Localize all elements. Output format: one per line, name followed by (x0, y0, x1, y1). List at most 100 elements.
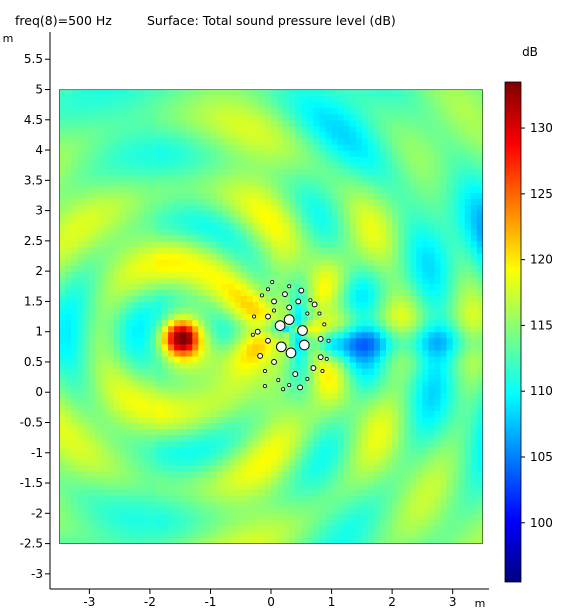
field-cell (204, 483, 212, 490)
field-cell (71, 307, 78, 315)
field-cell (386, 125, 393, 133)
field-cell (240, 234, 248, 242)
field-cell (289, 343, 296, 351)
field-cell (434, 422, 442, 430)
field-cell (440, 168, 448, 175)
field-cell (428, 150, 436, 157)
field-cell (264, 162, 272, 169)
field-cell (107, 295, 115, 303)
field-cell (331, 107, 339, 115)
field-cell (65, 325, 72, 333)
field-cell (392, 131, 399, 139)
field-cell (89, 519, 97, 527)
field-cell (361, 525, 369, 533)
field-cell (428, 428, 436, 436)
field-cell (246, 501, 254, 508)
field-cell (264, 489, 272, 496)
field-cell (252, 222, 260, 230)
field-cell (186, 198, 193, 206)
field-cell (168, 446, 175, 454)
field-cell (428, 295, 436, 303)
field-cell (307, 89, 314, 97)
field-cell (416, 392, 423, 399)
field-cell (192, 349, 199, 357)
field-cell (337, 319, 345, 327)
field-cell (65, 361, 72, 369)
field-cell (143, 507, 151, 514)
field-cell (95, 210, 103, 218)
field-cell (143, 252, 151, 260)
field-cell (216, 446, 224, 454)
field-cell (180, 113, 187, 121)
field-cell (343, 513, 351, 520)
field-cell (264, 374, 272, 381)
field-cell (174, 113, 181, 121)
field-cell (422, 259, 430, 266)
field-cell (149, 186, 157, 194)
field-cell (337, 398, 345, 405)
field-cell (428, 495, 436, 502)
field-cell (258, 156, 266, 163)
field-cell (434, 125, 442, 133)
field-cell (434, 380, 442, 387)
field-cell (180, 289, 187, 296)
field-cell (65, 440, 72, 448)
field-cell (337, 392, 345, 399)
field-cell (119, 489, 127, 496)
field-cell (307, 458, 314, 466)
field-cell (113, 259, 121, 266)
field-cell (210, 259, 218, 266)
field-cell (180, 519, 187, 527)
field-cell (149, 349, 157, 357)
field-cell (428, 101, 436, 109)
field-cell (313, 355, 321, 363)
field-cell (422, 337, 430, 345)
field-cell (373, 483, 381, 490)
field-cell (386, 470, 393, 478)
field-cell (192, 501, 199, 508)
field-cell (137, 446, 145, 454)
field-cell (162, 361, 169, 369)
field-cell (337, 174, 345, 181)
field-cell (289, 289, 296, 296)
field-cell (264, 186, 272, 194)
field-cell (137, 265, 145, 272)
field-cell (392, 392, 399, 399)
field-cell (367, 416, 375, 424)
field-cell (428, 398, 436, 405)
field-cell (210, 446, 218, 454)
field-cell (149, 107, 157, 115)
field-cell (319, 464, 327, 472)
field-cell (234, 452, 242, 460)
field-cell (264, 95, 272, 103)
field-cell (355, 519, 363, 527)
field-cell (246, 361, 254, 369)
field-cell (155, 125, 163, 133)
field-cell (131, 404, 139, 411)
field-cell (107, 392, 115, 399)
field-cell (216, 265, 224, 272)
field-cell (367, 452, 375, 460)
field-cell (271, 495, 278, 502)
field-cell (149, 234, 157, 242)
field-cell (155, 428, 163, 436)
field-cell (307, 483, 314, 490)
field-cell (65, 374, 72, 381)
field-cell (361, 283, 369, 290)
field-cell (416, 537, 423, 544)
field-cell (155, 398, 163, 405)
field-cell (149, 331, 157, 339)
field-cell (107, 271, 115, 278)
field-cell (149, 156, 157, 163)
field-cell (186, 271, 193, 278)
field-cell (65, 434, 72, 442)
field-cell (295, 180, 302, 187)
field-cell (192, 101, 199, 109)
field-cell (398, 337, 405, 345)
field-cell (301, 495, 308, 502)
field-cell (204, 180, 212, 187)
field-cell (210, 210, 218, 218)
field-cell (392, 246, 399, 254)
field-cell (168, 271, 175, 278)
field-cell (228, 156, 236, 163)
